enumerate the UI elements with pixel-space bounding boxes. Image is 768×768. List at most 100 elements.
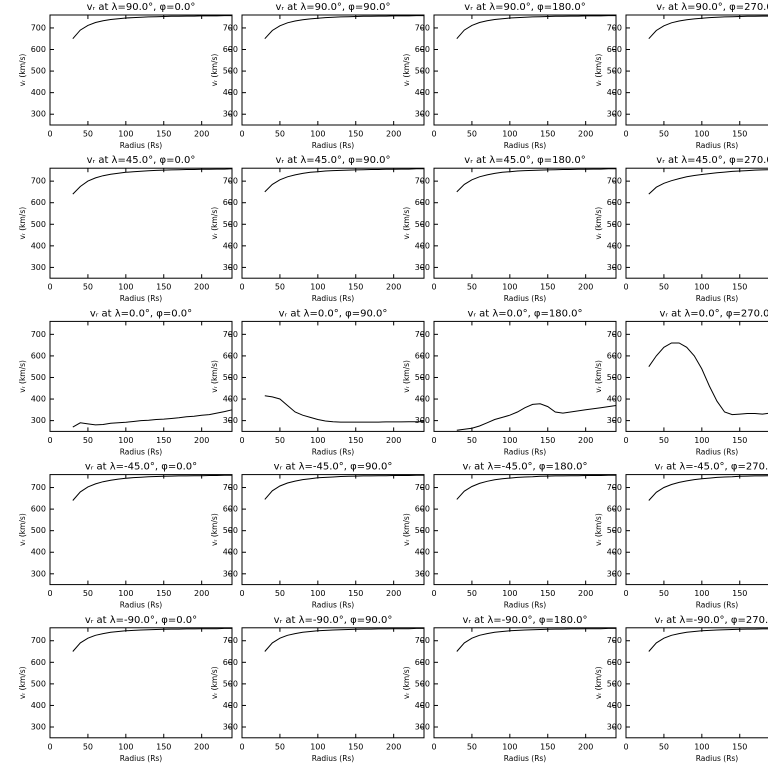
- plot-frame: [49, 627, 233, 739]
- data-line: [72, 409, 233, 428]
- plot-frame: [49, 320, 233, 432]
- y-tick-label: 700: [31, 636, 46, 645]
- plot-frame: [49, 474, 233, 586]
- y-tick-label: 400: [607, 701, 622, 710]
- y-tick-label: 600: [415, 45, 430, 54]
- x-tick-label: 100: [310, 742, 325, 751]
- data-line: [72, 627, 232, 652]
- chart-title: vᵣ at λ=-90.0°, φ=0.0°: [85, 615, 197, 626]
- y-tick-label: 400: [415, 88, 430, 97]
- x-axis-label: Radius (Rs): [504, 601, 547, 610]
- chart-title: vᵣ at λ=90.0°, φ=180.0°: [464, 2, 585, 13]
- data-line: [264, 15, 424, 40]
- y-tick-label: 400: [223, 241, 238, 250]
- y-tick-label: 700: [223, 23, 238, 32]
- x-axis-label: Radius (Rs): [696, 754, 739, 763]
- y-axis-label: vᵣ (km/s): [402, 54, 411, 87]
- y-tick-label: 500: [223, 373, 238, 382]
- x-tick-label: 200: [578, 589, 593, 598]
- x-tick-label: 200: [194, 130, 209, 139]
- x-tick-label: 100: [694, 589, 709, 598]
- y-tick-label: 400: [415, 548, 430, 557]
- x-tick-label: 150: [348, 130, 363, 139]
- x-tick-label: 150: [348, 742, 363, 751]
- data-line: [72, 168, 233, 195]
- chart-title: vᵣ at λ=0.0°, φ=90.0°: [279, 308, 388, 319]
- y-tick-label: 500: [607, 679, 622, 688]
- plot-frame: [433, 474, 617, 586]
- x-tick-label: 0: [239, 436, 244, 445]
- x-tick-label: 0: [431, 130, 436, 139]
- y-tick-label: 300: [223, 569, 238, 578]
- chart-title: vᵣ at λ=0.0°, φ=270.0°: [659, 308, 768, 319]
- y-axis-label: vᵣ (km/s): [18, 54, 27, 87]
- chart-title: vᵣ at λ=-90.0°, φ=180.0°: [462, 615, 587, 626]
- plot-frame: [241, 320, 425, 432]
- y-tick-label: 600: [415, 351, 430, 360]
- x-tick-label: 150: [156, 436, 171, 445]
- x-tick-label: 150: [732, 742, 747, 751]
- y-tick-label: 400: [607, 548, 622, 557]
- x-tick-label: 100: [502, 283, 517, 292]
- x-tick-label: 0: [623, 283, 628, 292]
- y-tick-label: 700: [31, 483, 46, 492]
- x-tick-label: 150: [732, 130, 747, 139]
- y-tick-label: 700: [223, 636, 238, 645]
- y-axis-label: vᵣ (km/s): [210, 207, 219, 240]
- y-tick-label: 600: [31, 351, 46, 360]
- y-tick-label: 700: [31, 330, 46, 339]
- y-tick-label: 300: [415, 569, 430, 578]
- y-tick-label: 600: [415, 505, 430, 514]
- y-tick-label: 700: [223, 330, 238, 339]
- x-tick-label: 50: [83, 742, 93, 751]
- x-axis-label: Radius (Rs): [696, 294, 739, 303]
- y-tick-label: 500: [31, 373, 46, 382]
- plot-frame: [241, 167, 425, 279]
- chart-title: vᵣ at λ=-45.0°, φ=90.0°: [274, 462, 393, 473]
- y-tick-label: 700: [607, 636, 622, 645]
- y-tick-label: 400: [31, 88, 46, 97]
- y-tick-label: 300: [607, 416, 622, 425]
- x-axis-label: Radius (Rs): [696, 447, 739, 456]
- x-tick-label: 100: [118, 742, 133, 751]
- y-tick-label: 500: [31, 220, 46, 229]
- data-line: [456, 627, 616, 652]
- chart-title: vᵣ at λ=-45.0°, φ=270.0°: [654, 462, 768, 473]
- data-line: [648, 15, 768, 40]
- x-axis-label: Radius (Rs): [504, 141, 547, 150]
- x-tick-label: 50: [275, 130, 285, 139]
- chart-title: vᵣ at λ=0.0°, φ=180.0°: [467, 308, 582, 319]
- chart-title: vᵣ at λ=45.0°, φ=180.0°: [464, 155, 585, 166]
- x-tick-label: 0: [47, 589, 52, 598]
- y-tick-label: 700: [223, 177, 238, 186]
- y-axis-label: vᵣ (km/s): [18, 666, 27, 699]
- data-line: [648, 169, 768, 195]
- x-tick-label: 0: [623, 742, 628, 751]
- y-tick-label: 500: [223, 679, 238, 688]
- x-tick-label: 150: [156, 283, 171, 292]
- y-tick-label: 400: [415, 701, 430, 710]
- x-tick-label: 200: [578, 283, 593, 292]
- x-tick-label: 100: [118, 283, 133, 292]
- x-tick-label: 0: [623, 436, 628, 445]
- x-tick-label: 200: [578, 742, 593, 751]
- data-line: [456, 474, 616, 500]
- x-axis-label: Radius (Rs): [120, 141, 163, 150]
- x-tick-label: 150: [348, 283, 363, 292]
- x-tick-label: 150: [540, 130, 555, 139]
- y-tick-label: 600: [607, 658, 622, 667]
- plot-frame: [433, 14, 617, 126]
- x-tick-label: 100: [310, 283, 325, 292]
- plot-frame: [625, 167, 768, 279]
- y-tick-label: 500: [415, 679, 430, 688]
- plot-frame: [241, 474, 425, 586]
- y-tick-label: 600: [415, 658, 430, 667]
- x-axis-label: Radius (Rs): [120, 447, 163, 456]
- x-tick-label: 150: [540, 283, 555, 292]
- x-tick-label: 200: [386, 589, 401, 598]
- x-tick-label: 0: [47, 436, 52, 445]
- y-axis-label: vᵣ (km/s): [18, 513, 27, 546]
- y-axis-label: vᵣ (km/s): [594, 513, 603, 546]
- x-tick-label: 200: [386, 742, 401, 751]
